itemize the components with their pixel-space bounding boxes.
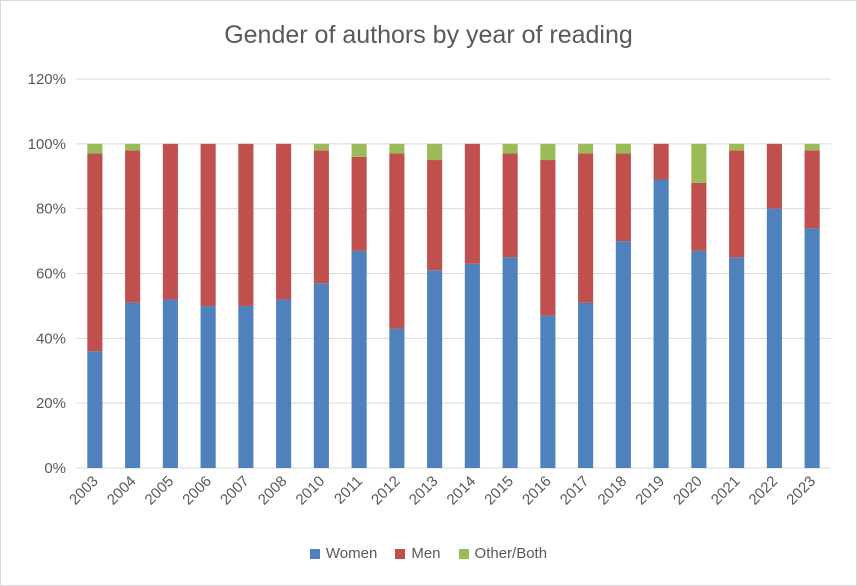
y-tick-label: 120% [28,71,66,88]
bar-men-2023 [804,150,820,229]
bar-other-both-2016 [540,143,556,161]
bar-women-2021 [729,257,745,468]
legend-swatch [458,548,469,559]
y-tick-label: 0% [44,460,66,477]
y-tick-label: 40% [36,330,66,347]
x-tick-label: 2021 [708,473,744,509]
bar-men-2019 [653,143,669,180]
bar-women-2023 [804,228,820,468]
bar-women-2008 [276,299,292,468]
bar-women-2003 [87,351,103,468]
bar-women-2013 [427,270,443,468]
legend-swatch [309,548,320,559]
bar-other-both-2004 [125,143,141,151]
bar-women-2007 [238,305,254,468]
bar-women-2019 [653,179,669,468]
x-tick-label: 2010 [293,473,329,509]
bar-women-2020 [691,250,707,468]
bar-men-2018 [615,153,631,242]
legend-label: Other/Both [474,545,548,562]
x-tick-label: 2014 [444,473,480,509]
bar-other-both-2017 [578,143,594,154]
bar-men-2010 [313,150,329,284]
x-tick-label: 2023 [783,473,819,509]
x-tick-label: 2022 [746,473,782,509]
x-tick-label: 2007 [217,473,253,509]
bar-men-2008 [276,143,292,300]
x-tick-label: 2003 [66,473,102,509]
bar-other-both-2012 [389,143,405,154]
legend-swatch [395,548,406,559]
bar-women-2016 [540,315,556,468]
bar-men-2013 [427,160,443,271]
bar-other-both-2015 [502,143,518,154]
bar-men-2003 [87,153,103,352]
bar-men-2015 [502,153,518,258]
chart-title: Gender of authors by year of reading [224,21,633,49]
bar-men-2016 [540,160,556,316]
legend-item: Other/Both [458,545,548,562]
x-tick-label: 2012 [368,473,404,509]
bar-men-2014 [464,143,480,264]
bar-women-2011 [351,250,367,468]
x-tick-label: 2013 [406,473,442,509]
y-tick-label: 20% [36,395,66,412]
x-tick-label: 2020 [670,473,706,509]
bar-women-2006 [200,305,216,468]
bar-men-2007 [238,143,254,306]
legend-item: Women [309,545,378,562]
bar-women-2010 [313,283,329,468]
bar-men-2005 [162,143,178,300]
bar-women-2014 [464,263,480,468]
x-tick-label: 2019 [632,473,668,509]
bar-women-2018 [615,241,631,468]
bar-other-both-2023 [804,143,820,151]
bar-other-both-2003 [87,143,103,154]
bar-men-2006 [200,143,216,306]
y-tick-label: 60% [36,266,66,283]
x-tick-label: 2018 [595,473,631,509]
x-tick-label: 2005 [142,473,178,509]
x-tick-label: 2006 [179,473,215,509]
legend-label: Women [325,545,378,562]
bar-men-2017 [578,153,594,303]
x-tick-label: 2008 [255,473,291,509]
bar-other-both-2010 [313,143,329,151]
bar-women-2017 [578,302,594,468]
x-tick-label: 2015 [481,473,517,509]
bar-other-both-2020 [691,143,707,183]
bar-other-both-2021 [729,143,745,151]
x-tick-label: 2004 [104,473,140,509]
x-tick-label: 2016 [519,473,555,509]
bar-men-2012 [389,153,405,329]
bar-other-both-2013 [427,143,443,161]
bar-men-2020 [691,182,707,251]
bar-women-2004 [125,302,141,468]
x-tick-label: 2017 [557,473,593,509]
bar-other-both-2018 [615,143,631,154]
bar-men-2022 [766,143,782,209]
legend-item: Men [395,545,441,562]
x-tick-label: 2011 [331,473,366,508]
legend-label: Men [411,545,441,562]
y-tick-label: 80% [36,201,66,218]
bar-women-2015 [502,257,518,468]
bar-women-2005 [162,299,178,468]
y-tick-label: 100% [28,136,66,153]
bar-men-2021 [729,150,745,258]
bar-men-2011 [351,156,367,251]
bar-other-both-2011 [351,143,367,157]
bar-men-2004 [125,150,141,303]
bar-women-2022 [766,208,782,468]
bar-women-2012 [389,328,405,468]
chart-legend: Women Men Other/Both [1,545,856,562]
